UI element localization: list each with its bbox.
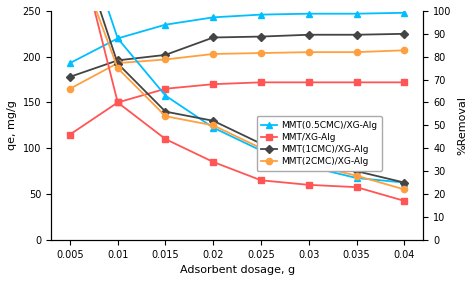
MMT/XG-Alg bbox=[306, 81, 311, 84]
Line: MMT(0.5CMC)/XG-Alg: MMT(0.5CMC)/XG-Alg bbox=[67, 10, 408, 66]
MMT(0.5CMC)/XG-Alg bbox=[354, 12, 359, 16]
MMT(1CMC)/XG-Alg bbox=[401, 32, 407, 36]
Line: MMT(1CMC)/XG-Alg: MMT(1CMC)/XG-Alg bbox=[67, 31, 408, 80]
Y-axis label: qe, mg/g: qe, mg/g bbox=[7, 100, 17, 150]
MMT(2CMC)/XG-Alg bbox=[163, 58, 168, 61]
MMT(1CMC)/XG-Alg bbox=[67, 75, 73, 79]
MMT(0.5CMC)/XG-Alg bbox=[163, 23, 168, 26]
MMT(2CMC)/XG-Alg bbox=[354, 50, 359, 54]
MMT/XG-Alg bbox=[67, 133, 73, 136]
MMT(2CMC)/XG-Alg bbox=[258, 51, 264, 55]
MMT(2CMC)/XG-Alg bbox=[210, 52, 216, 56]
X-axis label: Adsorbent dosage, g: Adsorbent dosage, g bbox=[180, 265, 295, 275]
MMT(1CMC)/XG-Alg bbox=[306, 33, 311, 36]
MMT(0.5CMC)/XG-Alg bbox=[306, 12, 311, 16]
MMT(1CMC)/XG-Alg bbox=[210, 36, 216, 39]
MMT(0.5CMC)/XG-Alg bbox=[210, 16, 216, 19]
MMT/XG-Alg bbox=[210, 82, 216, 86]
MMT(1CMC)/XG-Alg bbox=[258, 35, 264, 38]
Line: MMT/XG-Alg: MMT/XG-Alg bbox=[67, 79, 408, 138]
MMT/XG-Alg bbox=[258, 81, 264, 84]
MMT(1CMC)/XG-Alg bbox=[163, 53, 168, 57]
MMT(2CMC)/XG-Alg bbox=[401, 49, 407, 52]
MMT/XG-Alg bbox=[401, 81, 407, 84]
MMT(0.5CMC)/XG-Alg bbox=[67, 61, 73, 65]
MMT(2CMC)/XG-Alg bbox=[115, 61, 120, 65]
MMT(2CMC)/XG-Alg bbox=[306, 50, 311, 54]
MMT(1CMC)/XG-Alg bbox=[115, 59, 120, 62]
MMT(1CMC)/XG-Alg bbox=[354, 33, 359, 36]
MMT/XG-Alg bbox=[354, 81, 359, 84]
MMT/XG-Alg bbox=[115, 101, 120, 104]
MMT(0.5CMC)/XG-Alg bbox=[401, 11, 407, 14]
MMT(2CMC)/XG-Alg bbox=[67, 87, 73, 91]
MMT/XG-Alg bbox=[163, 87, 168, 91]
MMT(0.5CMC)/XG-Alg bbox=[258, 13, 264, 16]
MMT(0.5CMC)/XG-Alg bbox=[115, 37, 120, 40]
Legend: MMT(0.5CMC)/XG-Alg, MMT/XG-Alg, MMT(1CMC)/XG-Alg, MMT(2CMC)/XG-Alg: MMT(0.5CMC)/XG-Alg, MMT/XG-Alg, MMT(1CMC… bbox=[256, 116, 382, 171]
Y-axis label: %Removal: %Removal bbox=[457, 96, 467, 155]
Line: MMT(2CMC)/XG-Alg: MMT(2CMC)/XG-Alg bbox=[67, 47, 408, 92]
